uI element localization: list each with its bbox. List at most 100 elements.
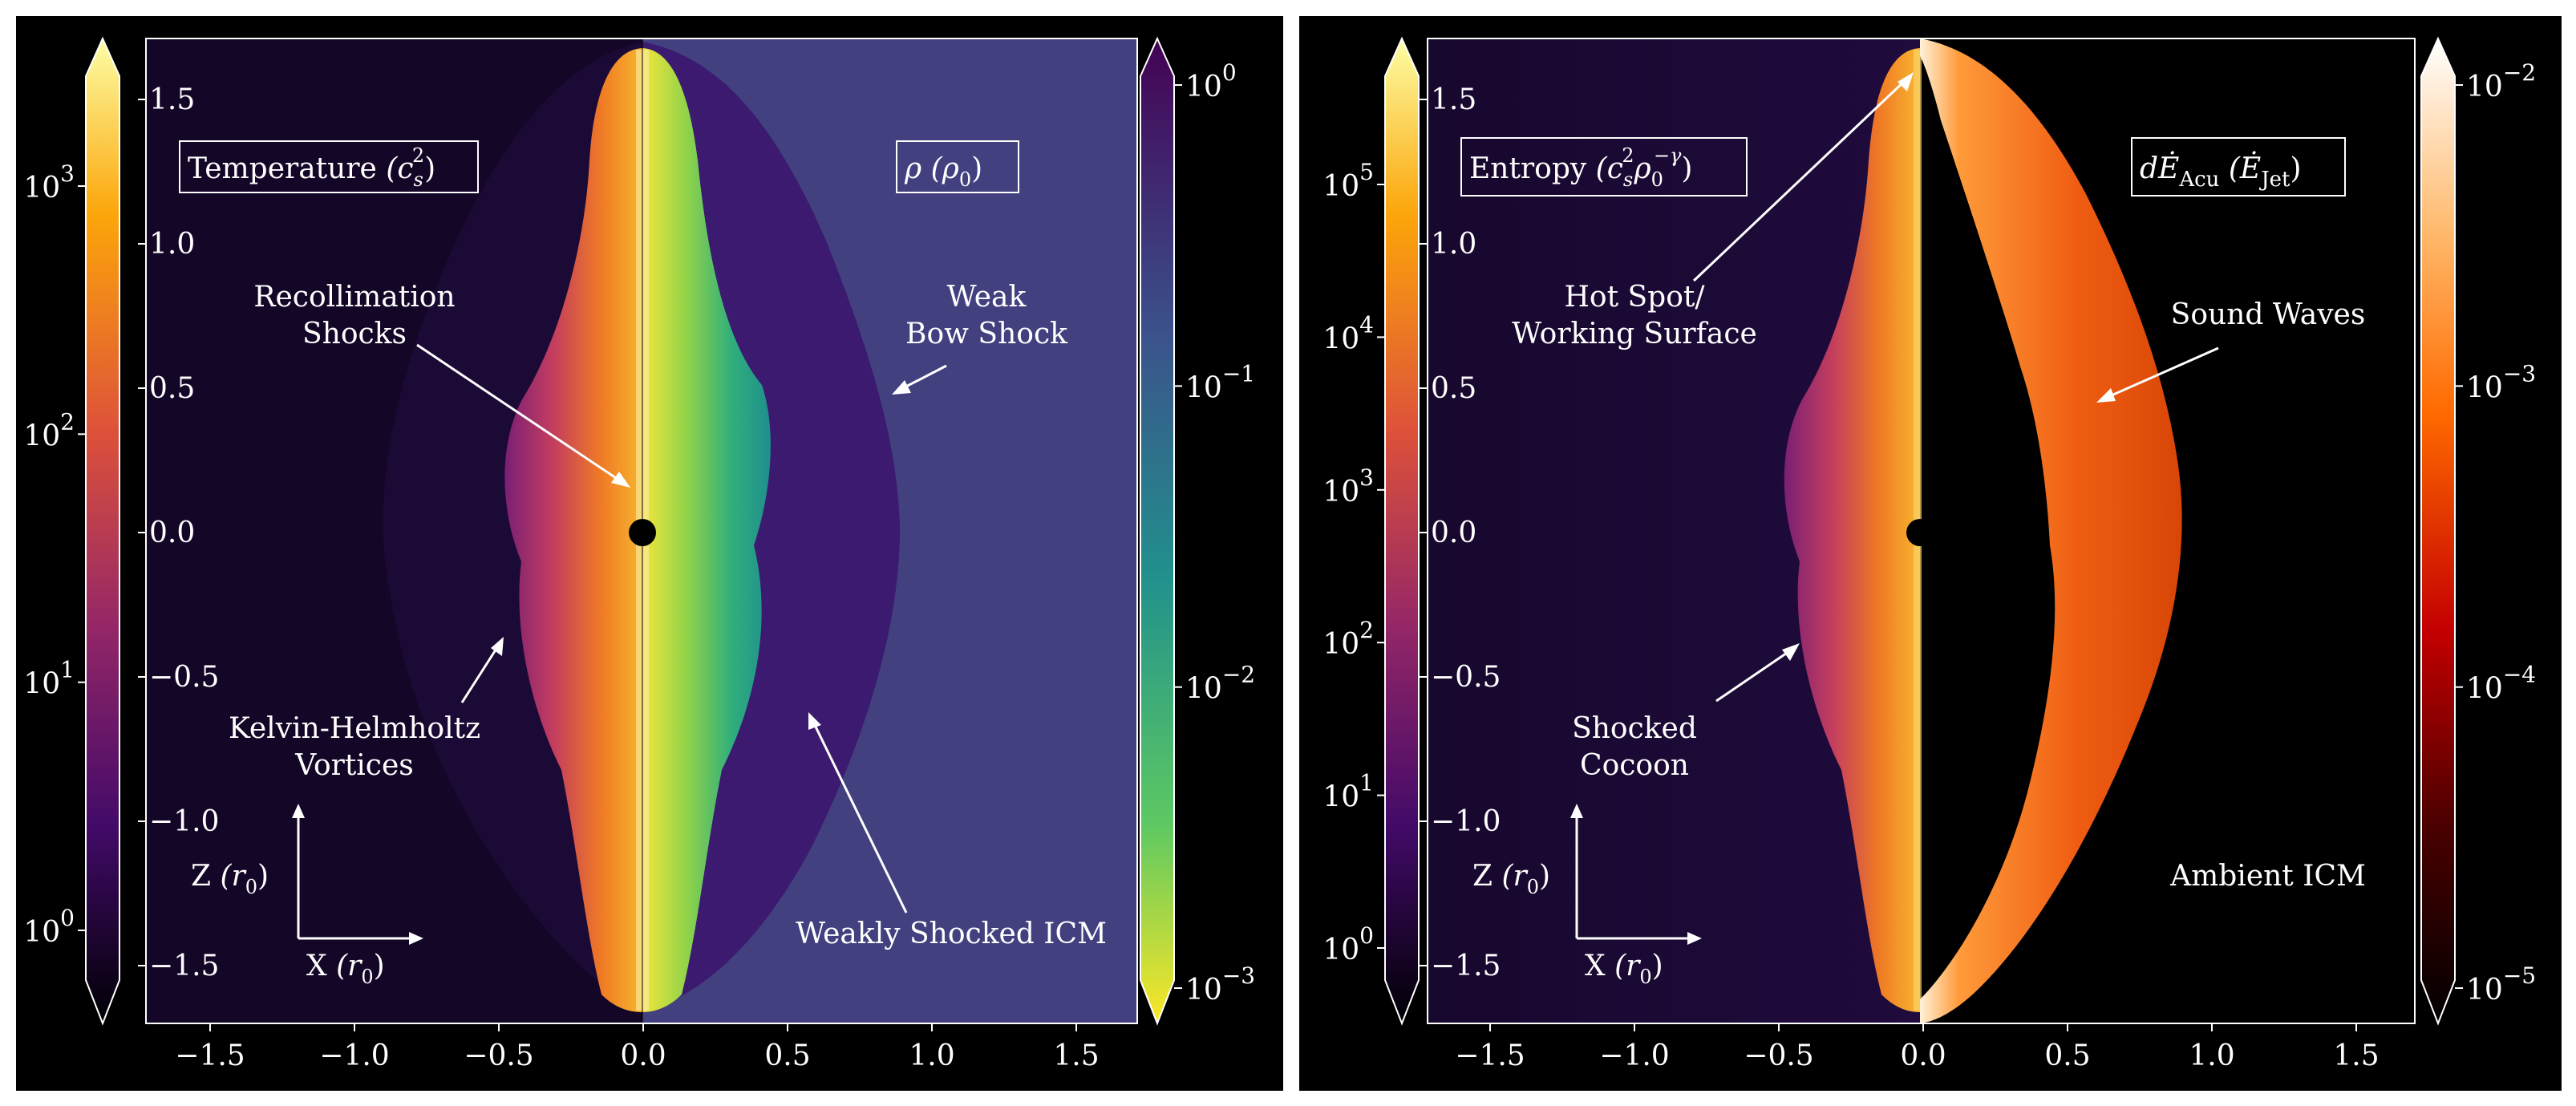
annotation-cocoon-line2: Cocoon [1580,749,1689,782]
temperature-title-close: ) [424,152,435,185]
annotation-weakly-shocked-icm: Weakly Shocked ICM [796,918,1107,950]
right-entropy-title: Entropy (cs2ρ0−γ) [1460,137,1748,196]
right-entropy-colorbar: 105 104 103 102 101 100 [1322,36,1420,1026]
entropy-colorbar-tick-label: 100 [1322,922,1374,966]
energy-colorbar-tick-label: 10−3 [2466,360,2536,404]
annotation-ambient-icm: Ambient ICM [2169,860,2366,893]
right-x-tick-label: −1.5 [1455,1039,1525,1072]
right-inner-y-ticks: 1.5 1.0 0.5 0.0 −0.5 −1.0 −1.5 [1420,83,1501,982]
left-z-unit-sub: 0 [245,876,257,898]
left-panel: 1.5 1.0 0.5 0.0 −0.5 −1.0 −1.5 −1.5 −1.0 −0.5 0.0… [16,16,1283,1091]
svg-text:Entropy (cs2ρ0−γ): Entropy (cs2ρ0−γ) [1469,144,1692,191]
svg-text:X (r0): X (r0) [306,950,385,988]
arrow-kh [460,644,500,703]
arrow-recollimation-head [611,472,630,488]
entropy-colorbar-tick-label: 105 [1322,159,1374,203]
energy-colorbar-tick-label: 10−5 [2466,962,2536,1007]
right-x-unit: (r [1614,950,1641,982]
energy-colorbar-tick-label: 10−4 [2466,662,2536,706]
left-x-tick-label: 1.5 [1053,1039,1099,1072]
density-title-unit: (ρ [931,152,959,185]
entropy-title-rho-sub: 0 [1651,168,1663,191]
arrow-bow-shock-head [892,380,911,395]
left-x-label: X [306,950,327,982]
left-density-cocoon [642,48,771,1012]
left-temperature-colorbar-bar [85,36,120,1026]
annotation-bow-line1: Weak [947,281,1027,314]
right-panel: 1.5 1.0 0.5 0.0 −0.5 −1.0 −1.5 −1.5 −1.0 −0.5 0.0… [1299,16,2562,1091]
left-x-tick-label: −1.5 [175,1039,245,1072]
right-inner-y-tick-label: −1.0 [1431,805,1501,838]
entropy-title-sub: s [1623,168,1633,191]
temperature-title-sup: 2 [412,144,424,167]
arrow-cocoon [1715,648,1792,703]
left-density-colorbar-bar [1140,36,1175,1026]
arrow-cocoon-head [1782,643,1800,661]
left-density-colorbar-ticks: 100 10−1 10−2 10−3 [1174,59,1255,1007]
annotation-bow-line2: Bow Shock [905,318,1068,350]
right-axis-indicator: Z (r0) X (r0) [1472,804,1702,988]
annotation-cocoon-line1: Shocked [1572,712,1697,745]
density-colorbar-tick-label: 10−2 [1185,662,1255,706]
density-title-symbol: ρ [904,152,921,185]
right-z-unit-close: ) [1539,860,1550,893]
arrow-sound-waves-head [2096,388,2116,403]
left-density-title: ρ (ρ0) [896,140,1019,193]
right-z-label: Z [1472,860,1493,893]
svg-text:Z (r0): Z (r0) [191,860,269,898]
svg-text:Temperature (cs2): Temperature (cs2) [188,144,435,191]
left-x-unit-close: ) [374,950,385,982]
left-inner-y-ticks: 1.5 1.0 0.5 0.0 −0.5 −1.0 −1.5 [138,83,219,982]
energy-colorbar-tick-label: 10−2 [2466,59,2536,103]
left-temperature-cocoon [504,48,642,1012]
right-inner-y-tick-label: 1.0 [1431,228,1476,261]
left-temperature-title: Temperature (cs2) [179,140,479,193]
left-inner-y-tick-label: −0.5 [149,661,219,694]
temperature-title-text: Temperature [188,152,377,185]
right-annotations: Hot Spot/ Working Surface Sound Waves Sh… [1512,72,2366,893]
left-annotations: Recollimation Shocks Weak Bow Shock Kelv… [229,281,1107,950]
right-plot-frame [1427,38,2416,1024]
left-z-unit-close: ) [257,860,269,893]
annotation-recollimation-line2: Shocks [302,318,407,350]
density-colorbar-tick-label: 100 [1185,59,1237,103]
right-z-unit-sub: 0 [1527,876,1539,898]
left-x-tick-label: 0.5 [764,1039,810,1072]
left-density-colorbar: 100 10−1 10−2 10−3 [1140,36,1255,1026]
svg-text:Z (r0): Z (r0) [1472,860,1550,898]
left-plot-frame [145,38,1138,1024]
temperature-colorbar-tick-label: 103 [23,160,75,205]
right-x-tick-label: 0.0 [1900,1039,1946,1072]
right-z-unit: (r [1501,860,1528,893]
energy-title-close: ) [2290,152,2301,185]
svg-text:ρ (ρ0): ρ (ρ0) [904,152,982,191]
right-energy-shell [1920,38,2182,1023]
right-x-tick-label: −0.5 [1744,1039,1813,1072]
arrow-hotspot-head [1898,72,1914,91]
entropy-title-close: ) [1681,152,1692,185]
right-entropy-colorbar-ticks: 105 104 103 102 101 100 [1322,159,1385,966]
left-z-unit: (r [220,860,246,893]
right-x-label: X [1585,950,1606,982]
annotation-hotspot-line2: Working Surface [1512,318,1757,350]
left-inner-y-tick-label: 1.0 [149,228,195,261]
temperature-colorbar-tick-label: 100 [23,905,75,949]
arrow-hotspot [1692,77,1909,282]
arrow-bow-shock [899,364,947,391]
density-colorbar-tick-label: 10−3 [1185,962,1255,1007]
svg-text:X (r0): X (r0) [1585,950,1663,988]
annotation-sound-waves: Sound Waves [2171,298,2366,331]
right-entropy-colorbar-bar [1384,36,1420,1026]
entropy-title-rho: ρ [1633,152,1651,185]
left-x-tick-label: 0.0 [620,1039,666,1072]
right-x-unit-sub: 0 [1639,966,1651,988]
density-title-close: ) [971,152,982,185]
right-plot-area [1428,38,2415,1023]
left-temperature-colorbar-ticks: 103 102 101 100 [23,160,86,949]
left-x-ticks: −1.5 −1.0 −0.5 0.0 0.5 1.0 1.5 [175,1023,1100,1072]
left-inner-y-tick-label: −1.5 [149,950,219,982]
right-energy-colorbar-bar [2420,36,2456,1026]
left-x-tick-label: 1.0 [909,1039,954,1072]
entropy-colorbar-tick-label: 103 [1322,464,1374,508]
